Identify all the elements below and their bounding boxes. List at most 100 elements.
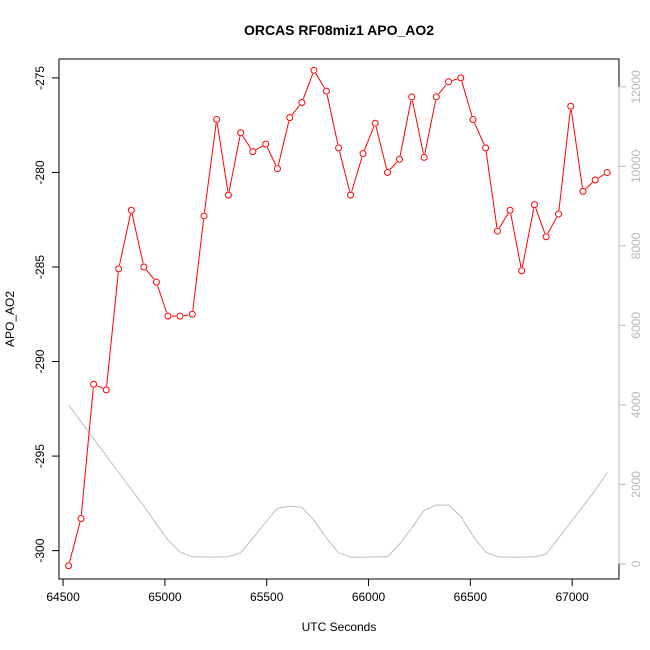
y-axis-right: 0 2000 4000 6000 8000 10000 12000: [618, 70, 643, 567]
series-segment: [411, 100, 424, 154]
data-point: [371, 119, 379, 127]
x-tick-label: 65500: [250, 590, 284, 604]
data-point: [603, 168, 611, 176]
series-segment: [547, 217, 558, 234]
series-left-axis: [65, 66, 611, 570]
series-segment: [510, 213, 522, 268]
y2-tick-label: 6000: [629, 312, 643, 339]
data-point: [322, 87, 330, 95]
series-segment: [192, 219, 205, 311]
data-point: [176, 312, 184, 320]
x-axis: 64500 65000 65500 66000 66500 67000: [46, 578, 589, 604]
data-point: [432, 93, 440, 101]
series-segment: [131, 213, 144, 264]
data-point: [530, 201, 538, 209]
series-segment: [118, 213, 131, 266]
data-point: [213, 116, 221, 124]
data-point: [77, 514, 85, 522]
series-segment: [438, 84, 447, 95]
data-point: [262, 140, 270, 148]
series-segment: [302, 73, 314, 100]
series-segment: [461, 81, 473, 117]
series-segment: [535, 208, 546, 234]
x-tick-label: 64500: [46, 590, 80, 604]
series-segment: [375, 126, 388, 169]
series-segment: [255, 145, 263, 151]
x-axis-label: UTC Seconds: [302, 620, 377, 634]
data-point: [164, 312, 172, 320]
x-tick-label: 66500: [454, 590, 488, 604]
series-segment: [145, 269, 155, 280]
y2-tick-label: 12000: [629, 70, 643, 104]
series-segment: [474, 122, 485, 145]
data-point: [188, 310, 196, 318]
series-segment: [485, 151, 498, 228]
data-point: [408, 93, 416, 101]
series-segment: [157, 285, 168, 313]
series-right-axis: [68, 404, 608, 558]
data-point: [383, 168, 391, 176]
data-point: [506, 206, 514, 214]
data-point: [347, 191, 355, 199]
series-line: [68, 404, 608, 558]
series-segment: [424, 100, 437, 154]
data-point: [298, 98, 306, 106]
data-point: [395, 155, 403, 163]
data-point: [518, 267, 526, 275]
data-point: [237, 129, 245, 137]
series-segment: [521, 208, 535, 268]
series-segment: [228, 136, 241, 192]
series-segment: [291, 105, 300, 115]
data-point: [591, 176, 599, 184]
series-segment: [106, 272, 119, 387]
y2-tick-label: 4000: [629, 391, 643, 418]
data-point: [335, 144, 343, 152]
x-tick-label: 66000: [352, 590, 386, 604]
plot-frame: [58, 58, 620, 580]
x-tick-label: 67000: [555, 590, 589, 604]
data-point: [482, 144, 490, 152]
data-point: [493, 227, 501, 235]
data-point: [200, 212, 208, 220]
series-segment: [363, 126, 375, 151]
data-point: [102, 386, 110, 394]
series-segment: [80, 387, 94, 515]
data-point: [567, 102, 575, 110]
y-tick-label: -290: [33, 349, 47, 373]
series-segment: [570, 109, 583, 188]
chart-title: ORCAS RF08miz1 APO_AO2: [244, 22, 434, 38]
data-point: [140, 263, 148, 271]
data-point: [445, 78, 453, 86]
data-point: [127, 206, 135, 214]
y-axis-label: APO_AO2: [3, 291, 17, 347]
data-point: [274, 165, 282, 173]
y-tick-label: -295: [33, 444, 47, 468]
series-segment: [452, 78, 458, 82]
series-segment: [277, 121, 290, 166]
series-segment: [242, 135, 252, 149]
y2-tick-label: 0: [629, 560, 643, 567]
data-point: [152, 278, 160, 286]
series-segment: [69, 522, 81, 563]
series-segment: [339, 151, 351, 192]
data-point: [65, 562, 73, 570]
data-point: [420, 153, 428, 161]
y2-tick-label: 8000: [629, 232, 643, 259]
y2-tick-label: 2000: [629, 471, 643, 498]
series-layer: [65, 66, 611, 570]
series-segment: [399, 100, 412, 156]
data-point: [310, 66, 318, 74]
x-tick-label: 65000: [148, 590, 182, 604]
data-point: [469, 116, 477, 124]
y-tick-label: -300: [33, 538, 47, 562]
series-segment: [315, 73, 325, 89]
data-point: [542, 233, 550, 241]
series-segment: [598, 174, 605, 179]
data-point: [457, 74, 465, 82]
series-segment: [389, 161, 398, 170]
series-segment: [351, 157, 363, 192]
series-segment: [96, 385, 103, 389]
data-point: [249, 148, 257, 156]
data-point: [579, 187, 587, 195]
y-tick-label: -285: [33, 255, 47, 279]
